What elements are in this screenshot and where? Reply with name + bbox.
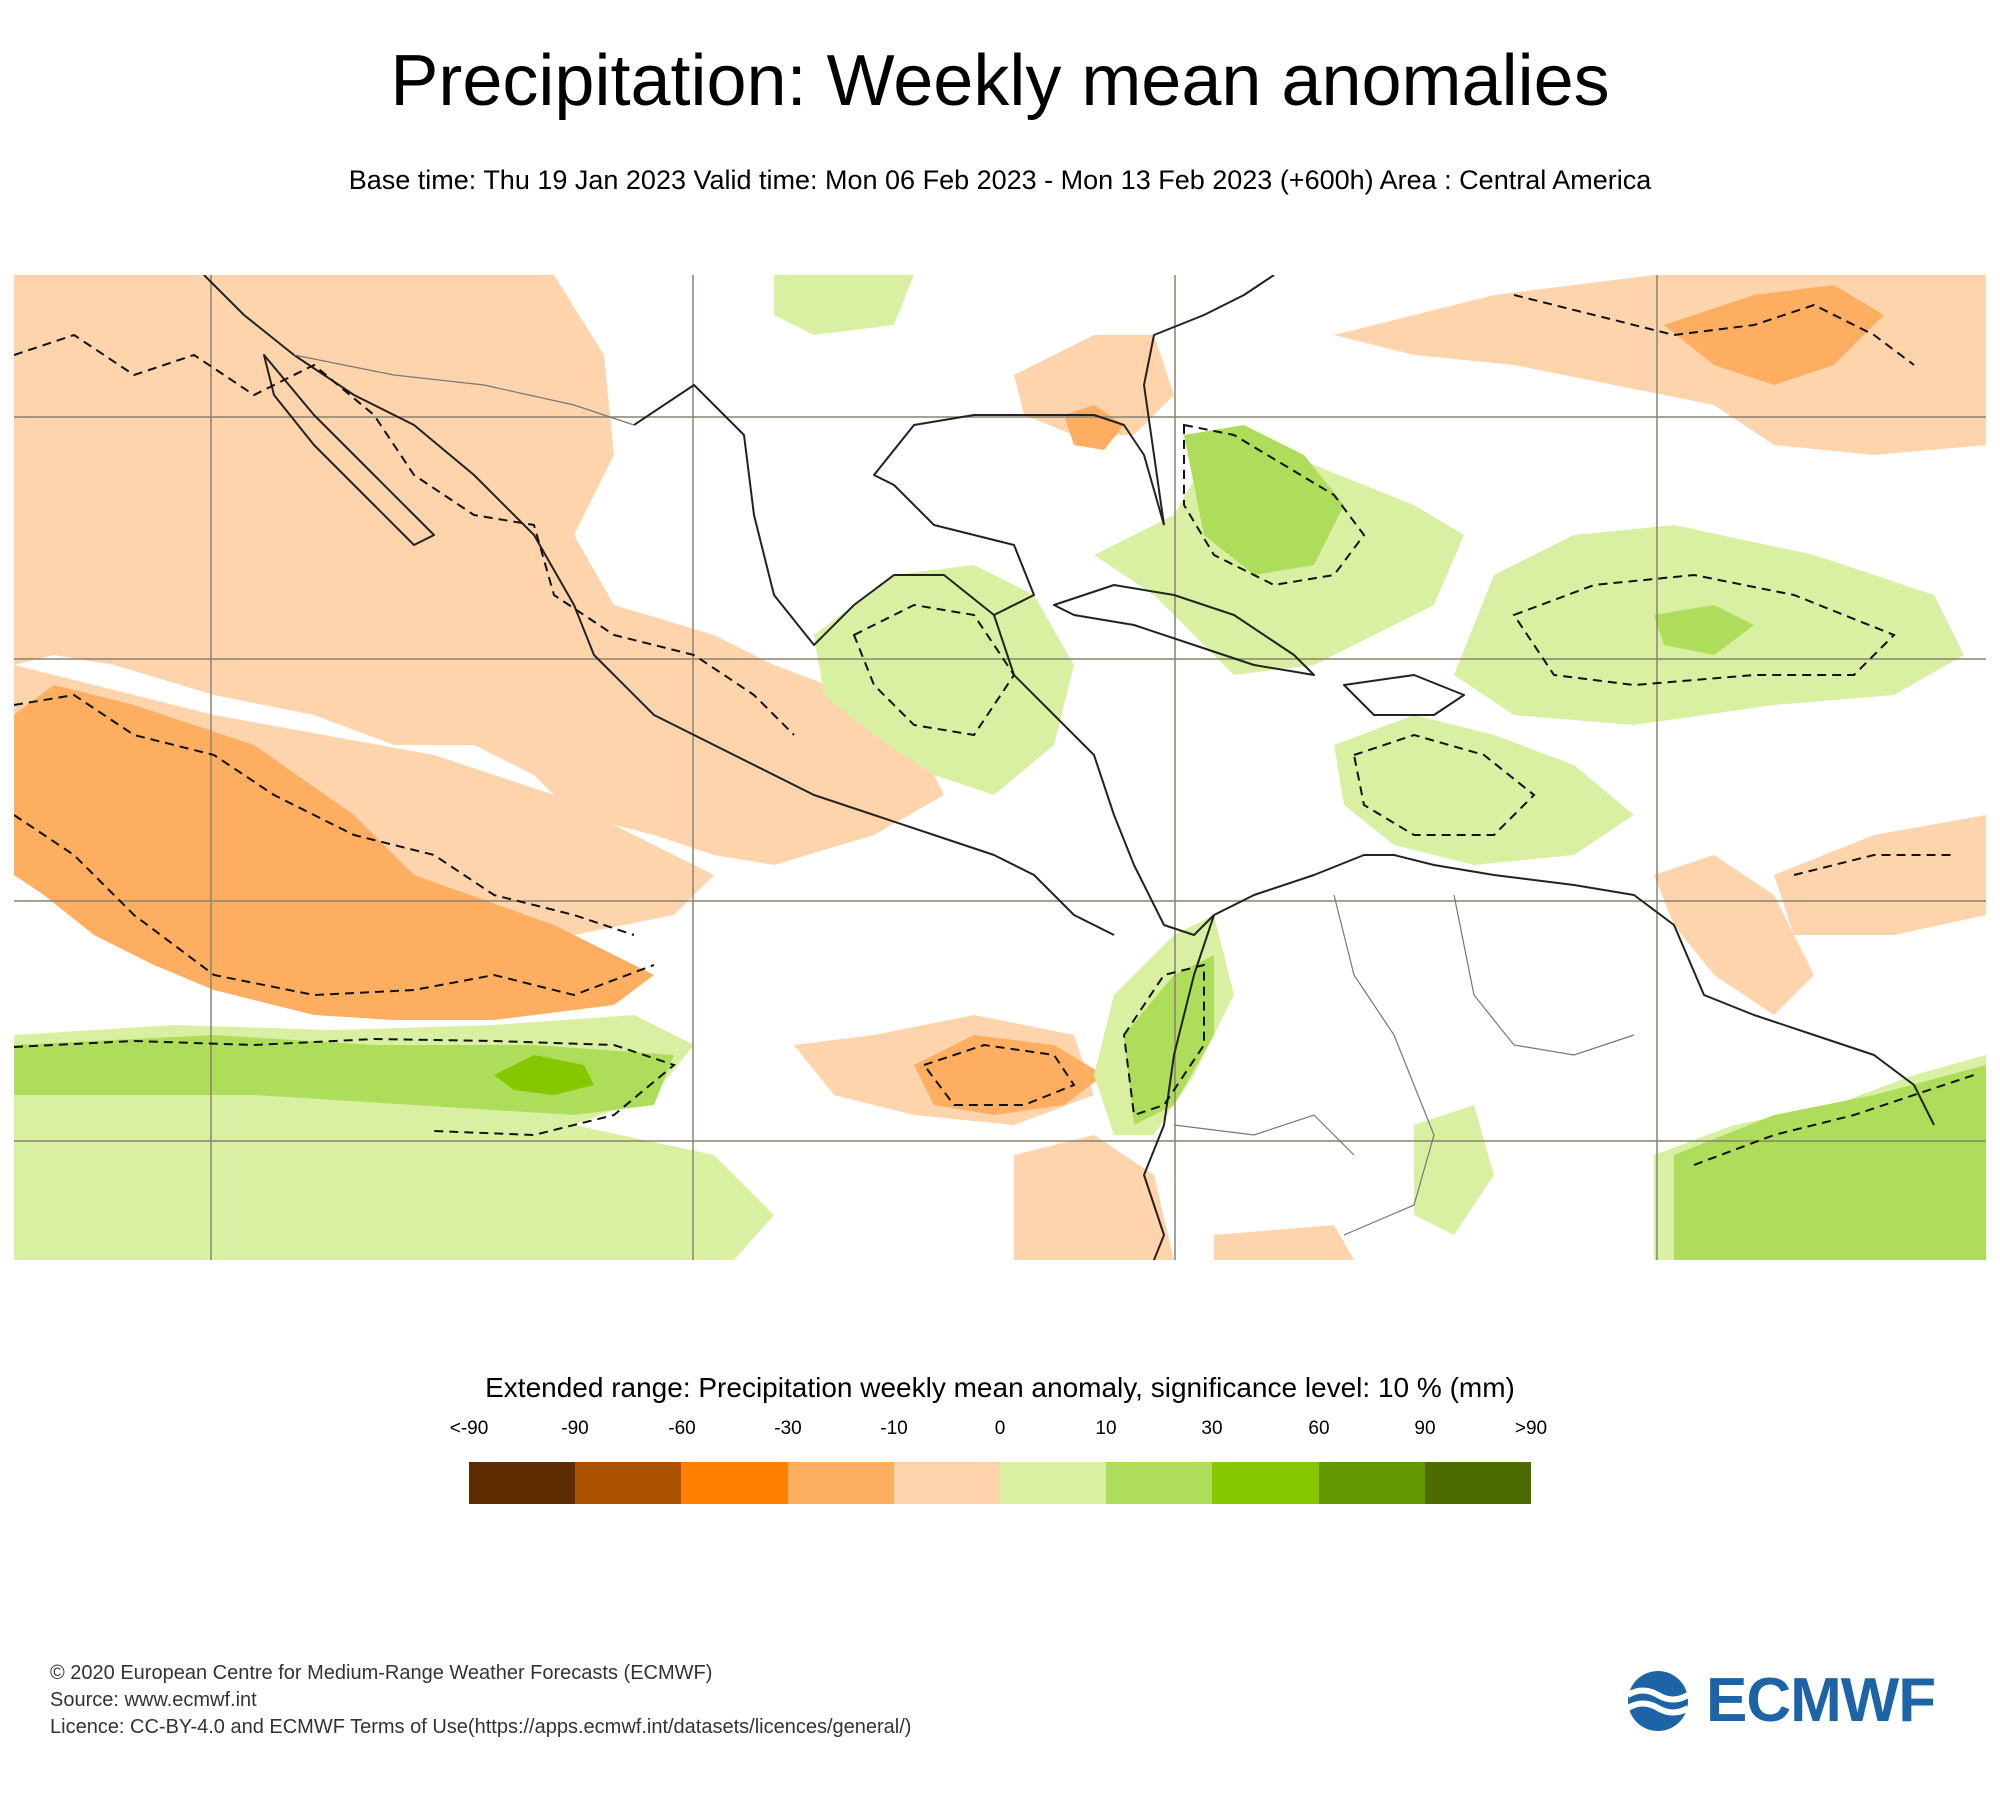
anomaly-medium-green-regions (14, 425, 1986, 1260)
south-america-wet-patch (1414, 1105, 1494, 1235)
baja-california (263, 354, 435, 546)
ecuador-coast-dry (1014, 1135, 1174, 1260)
contour-bahamas (1183, 423, 1366, 587)
florida-and-atlantic-coast (1143, 275, 1275, 526)
cuba-island (1053, 584, 1315, 676)
graticule (14, 275, 1986, 1260)
south-america-borders (1173, 894, 1635, 1236)
contour-caribbean (1352, 733, 1536, 836)
gulf-of-mexico-north-wet (774, 275, 914, 335)
legend-tick: -30 (774, 1418, 802, 1439)
gulf-of-mexico-coast (633, 384, 1165, 646)
south-america-pacific-coast (1143, 914, 1215, 1260)
equatorial-pacific-dry-core (914, 1035, 1104, 1115)
legend-tick: -60 (668, 1418, 696, 1439)
contour-pacific-band (14, 693, 635, 936)
chart-subtitle: Base time: Thu 19 Jan 2023 Valid time: M… (348, 165, 1652, 195)
legend-tick: -10 (880, 1418, 908, 1439)
footer-credits: © 2020 European Centre for Medium-Range … (50, 1660, 911, 1741)
south-america-north-coast (1213, 854, 1935, 1126)
atlantic-dry-core (1664, 285, 1884, 385)
legend-swatch (575, 1462, 682, 1504)
atlantic-medium-wet (1654, 605, 1754, 655)
contour-pacific-wet (14, 1037, 677, 1137)
contour-atlantic (1512, 573, 1896, 687)
legend-swatch (1000, 1462, 1107, 1504)
pacific-strong-dry-band (14, 685, 654, 1020)
north-america-west-coast (203, 275, 1115, 936)
precipitation-anomaly-map (14, 275, 1986, 1260)
colombia-medium-wet (1124, 955, 1214, 1125)
legend-tick: <-90 (449, 1418, 489, 1439)
legend-swatch (787, 1462, 894, 1504)
legend-tick: 0 (994, 1418, 1006, 1439)
coastlines (203, 275, 1935, 1260)
legend-tick: -90 (561, 1418, 589, 1439)
ecmwf-logo-icon (1626, 1671, 1690, 1731)
contour-equatorial-dry (922, 1043, 1076, 1106)
ecmwf-logo-text: ECMWF (1706, 1666, 1936, 1735)
yucatan-wet-region (814, 565, 1074, 795)
legend-swatch (1424, 1462, 1532, 1504)
legend-tick: >90 (1514, 1418, 1548, 1439)
caribbean-wet-region (1334, 715, 1634, 865)
legend-tick: 90 (1414, 1418, 1436, 1439)
bahamas-medium-wet (1184, 425, 1344, 575)
legend-swatch (893, 1462, 1001, 1504)
south-america-dry-patch (1214, 1225, 1354, 1260)
contour-brazil (1693, 1074, 1975, 1166)
legend-swatch (1212, 1462, 1319, 1504)
legend-swatch (469, 1462, 576, 1504)
legend-tick: 10 (1095, 1418, 1117, 1439)
gulf-of-mexico-dry (1014, 335, 1174, 435)
anomaly-medium-orange-regions (14, 285, 1884, 1115)
contour-east-atlantic (1793, 854, 1954, 876)
pacific-medium-wet-band (14, 1035, 674, 1115)
legend-swatch (681, 1462, 788, 1504)
contour-north-atlantic (1513, 294, 1915, 366)
east-caribbean-dry (1654, 855, 1814, 1015)
contour-yucatan (852, 603, 1016, 737)
chart-title: Precipitation: Weekly mean anomalies (390, 41, 1610, 121)
brazil-medium-wet (1674, 1065, 1986, 1260)
licence-line: Licence: CC-BY-4.0 and ECMWF Terms of Us… (50, 1716, 912, 1738)
significance-contours (14, 294, 1975, 1166)
tropical-atlantic-dry (1774, 815, 1986, 935)
legend-swatch (1106, 1462, 1213, 1504)
pacific-strong-wet-core (494, 1055, 594, 1095)
east-pacific-dry-region (14, 275, 944, 865)
copyright-line: © 2020 European Centre for Medium-Range … (50, 1662, 713, 1684)
source-line: Source: www.ecmwf.int (50, 1689, 257, 1711)
country-borders (293, 354, 1635, 1236)
central-america-caribbean-coast (993, 614, 1215, 936)
hispaniola-island (1343, 674, 1465, 716)
legend-tick: 60 (1308, 1418, 1330, 1439)
contour-pacific-north (14, 333, 795, 736)
legend-color-bar (469, 1462, 1532, 1504)
ecmwf-logo: ECMWF (1618, 1668, 1958, 1734)
legend-tick: 30 (1201, 1418, 1223, 1439)
legend-swatch (1318, 1462, 1425, 1504)
anomaly-strong-green-regions (494, 1055, 594, 1095)
legend-title: Extended range: Precipitation weekly mea… (485, 1372, 1515, 1403)
us-mexico-border (293, 354, 635, 426)
